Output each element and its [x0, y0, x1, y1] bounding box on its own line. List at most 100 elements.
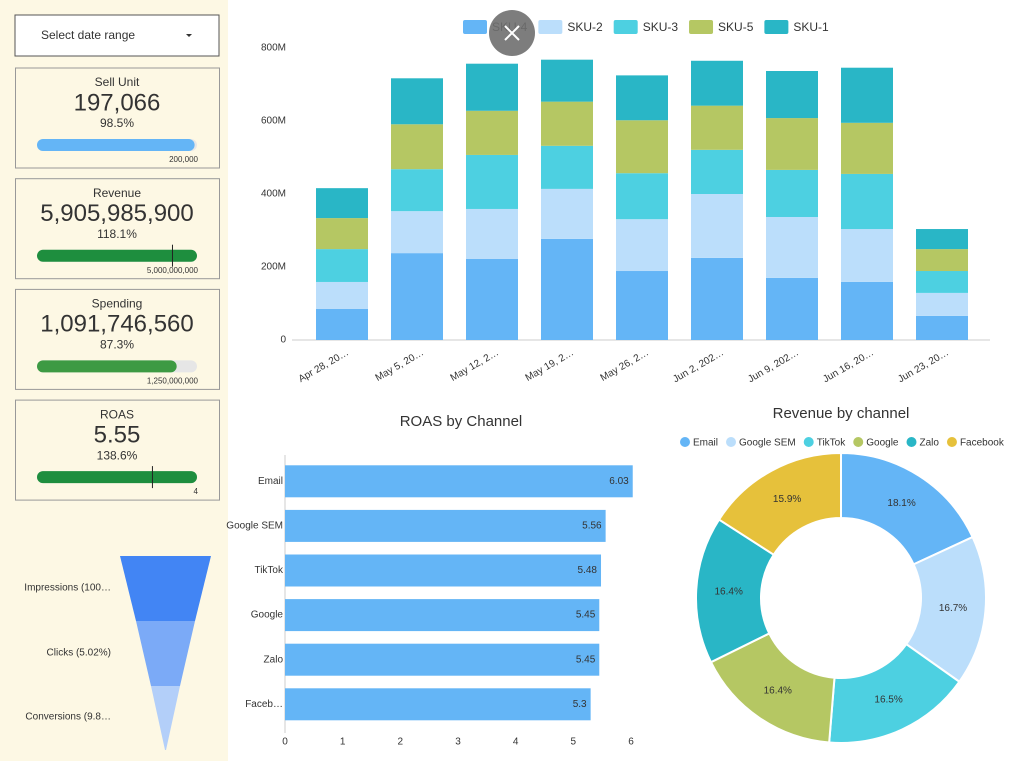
- chart-title: ROAS by Channel: [400, 413, 523, 430]
- scorecard-value: 1,091,746,560: [40, 311, 193, 338]
- legend-label: Google: [866, 438, 899, 449]
- x-tick-label: Jun 16, 20…: [821, 347, 876, 385]
- bar-segment: [391, 124, 443, 170]
- bar-segment: [691, 60, 743, 106]
- legend-label: Email: [693, 438, 718, 449]
- bar-segment: [766, 216, 818, 278]
- bar-segment: [466, 258, 518, 340]
- y-tick-label: 0: [280, 335, 286, 346]
- date-range-label[interactable]: Select date range: [41, 28, 135, 42]
- legend-dot: [803, 437, 814, 447]
- bar-segment: [316, 249, 368, 282]
- legend-swatch: [538, 20, 563, 34]
- progress-bar: [37, 471, 197, 484]
- funnel-label: Clicks (5.02%): [47, 648, 111, 659]
- legend-label: TikTok: [817, 438, 847, 449]
- legend-label: SKU-1: [793, 20, 829, 34]
- data-label: 5.48: [578, 565, 598, 576]
- bar-segment: [766, 118, 818, 170]
- y-tick-label: Google: [251, 610, 284, 621]
- scorecard-percent: 138.6%: [97, 448, 138, 462]
- legend-dot: [946, 437, 957, 447]
- bar: [285, 509, 606, 542]
- x-tick-label: Jun 9, 202…: [746, 347, 801, 385]
- funnel-label: Impressions (100…: [24, 583, 111, 594]
- legend-swatch: [689, 20, 714, 34]
- y-tick-label: Google SEM: [226, 521, 283, 532]
- data-label: 5.3: [573, 699, 587, 710]
- bar-segment: [391, 253, 443, 340]
- bar-segment: [691, 149, 743, 194]
- data-label: 16.7%: [939, 603, 967, 614]
- data-label: 5.56: [582, 521, 602, 532]
- bar-segment: [316, 281, 368, 309]
- chart-title: Revenue by channel: [773, 405, 910, 422]
- legend-swatch: [463, 20, 487, 34]
- x-tick-label: 4: [513, 737, 519, 748]
- legend-label: SKU-5: [718, 20, 754, 34]
- y-tick-label: Email: [258, 476, 283, 487]
- y-tick-label: TikTok: [254, 565, 284, 576]
- bar-segment: [841, 67, 893, 123]
- bar: [285, 599, 600, 632]
- legend-label: SKU-3: [643, 20, 679, 34]
- date-range-select[interactable]: [14, 14, 220, 57]
- scorecard: [15, 178, 220, 280]
- data-label: 5.45: [576, 610, 596, 621]
- scorecard: [15, 67, 220, 169]
- donut-slice: [717, 451, 842, 557]
- bar: [285, 688, 591, 721]
- x-tick-label: May 19, 2…: [524, 347, 576, 383]
- target-label: 200,000: [169, 155, 198, 164]
- funnel-label: Conversions (9.8…: [25, 712, 111, 723]
- bar-segment: [541, 145, 593, 189]
- data-label: 16.4%: [715, 586, 743, 597]
- data-label: 6.03: [609, 476, 629, 487]
- legend-swatch: [764, 20, 789, 34]
- bar-segment: [316, 188, 368, 219]
- data-label: 16.5%: [874, 695, 902, 706]
- scorecard-label: Spending: [92, 297, 143, 311]
- target-label: 1,250,000,000: [147, 377, 199, 386]
- bar-segment: [616, 75, 668, 121]
- y-tick-label: 200M: [261, 262, 286, 273]
- bar-segment: [916, 315, 968, 340]
- y-tick-label: 400M: [261, 189, 286, 200]
- x-tick-label: May 26, 2…: [599, 347, 651, 383]
- x-tick-label: Apr 28, 20…: [297, 347, 351, 385]
- bar-segment: [691, 105, 743, 150]
- scorecard-value: 197,066: [74, 89, 161, 116]
- dropdown-arrow[interactable]: [186, 34, 192, 37]
- bar-segment: [616, 271, 668, 340]
- bar-segment: [466, 110, 518, 155]
- close-icon[interactable]: [504, 25, 520, 41]
- x-tick-label: 2: [398, 737, 404, 748]
- bar-segment: [691, 194, 743, 258]
- bar-segment: [541, 238, 593, 340]
- x-tick-label: May 5, 20…: [374, 347, 426, 383]
- legend-swatch: [613, 20, 638, 34]
- scorecard: [15, 288, 220, 390]
- bar-segment: [541, 101, 593, 146]
- progress-bar: [37, 249, 197, 262]
- y-tick-label: 600M: [261, 116, 286, 127]
- bar-segment: [541, 188, 593, 239]
- bar-segment: [616, 173, 668, 220]
- bar-segment: [766, 70, 818, 119]
- bar-segment: [916, 249, 968, 272]
- bar: [285, 465, 633, 498]
- legend-label: SKU-2: [567, 20, 603, 34]
- target-label: 4: [194, 487, 199, 496]
- x-tick-label: 0: [282, 737, 288, 748]
- bar: [285, 643, 600, 676]
- bar-segment: [466, 63, 518, 111]
- bar-segment: [766, 277, 818, 340]
- data-label: 5.45: [576, 654, 596, 665]
- scorecard-percent: 87.3%: [100, 338, 134, 352]
- funnel-stage: [136, 621, 195, 686]
- x-tick-label: 1: [340, 737, 346, 748]
- legend-label: Zalo: [920, 438, 940, 449]
- scorecard-label: Sell Unit: [95, 75, 140, 89]
- bar-segment: [916, 229, 968, 250]
